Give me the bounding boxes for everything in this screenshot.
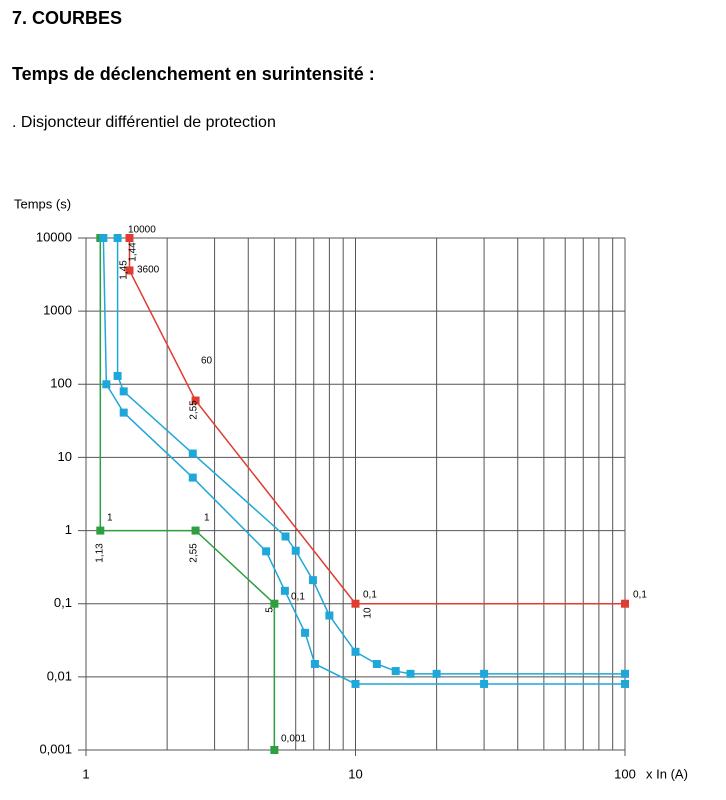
point (191, 526, 200, 535)
annotation: 1,44 (128, 242, 139, 262)
point (119, 387, 128, 396)
point (480, 669, 489, 678)
point (125, 234, 134, 242)
caption: . Disjoncteur différentiel de protection (12, 114, 276, 131)
y-axis-label: Temps (s) (14, 196, 71, 211)
annotation: 0,001 (281, 734, 306, 745)
point (406, 669, 415, 678)
point (102, 380, 111, 389)
y-tick-label: 10 (58, 449, 72, 464)
point (113, 371, 122, 380)
point (191, 396, 200, 405)
point (351, 599, 360, 608)
point (351, 647, 360, 656)
y-tick-label: 0,001 (39, 741, 72, 756)
curve (128, 238, 625, 605)
y-tick-label: 10000 (36, 229, 72, 244)
x-tick-label: 100 (614, 766, 636, 781)
point (270, 599, 279, 608)
y-tick-label: 0,01 (47, 668, 72, 683)
annotation: 0,1 (291, 592, 305, 603)
x-tick-label: 10 (348, 766, 362, 781)
point (432, 669, 441, 678)
annotation: 3600 (137, 265, 160, 276)
point (621, 679, 629, 688)
annotation: 0,1 (633, 590, 647, 601)
y-tick-label: 1 (65, 522, 72, 537)
point (262, 547, 271, 556)
annotation: 1,13 (95, 543, 106, 563)
point (113, 234, 122, 242)
point (270, 746, 279, 754)
y-tick-label: 0,1 (54, 595, 72, 610)
point (188, 449, 197, 458)
point (621, 669, 629, 678)
point (119, 408, 128, 417)
point (280, 586, 289, 595)
section-title: 7. COURBES (12, 8, 123, 28)
point (188, 473, 197, 482)
annotation: 2,55 (189, 543, 200, 563)
annotation: 10 (363, 607, 374, 619)
annotation: 5 (265, 607, 276, 613)
x-tick-label: 1 (82, 766, 89, 781)
y-tick-label: 1000 (43, 303, 72, 318)
x-axis-label: x In (A) (646, 766, 688, 781)
point (96, 526, 105, 535)
point (291, 546, 300, 555)
annotation: 10000 (128, 225, 156, 236)
annotation: 1 (204, 513, 210, 524)
point (372, 659, 381, 668)
y-tick-label: 100 (50, 376, 72, 391)
point (281, 532, 290, 541)
subtitle: Temps de déclenchement en surintensité : (12, 64, 375, 84)
annotation: 1 (107, 513, 113, 524)
annotation: 2,55 (189, 400, 200, 420)
point (310, 659, 319, 668)
point (480, 679, 489, 688)
point (391, 667, 400, 676)
point (301, 628, 310, 637)
point (99, 234, 108, 242)
point (125, 266, 134, 275)
point (308, 576, 317, 585)
annotation: 60 (201, 356, 213, 367)
point (351, 679, 360, 688)
annotation: 1,45 (119, 260, 130, 280)
point (325, 611, 334, 620)
annotation: 0,1 (363, 590, 377, 601)
point (621, 599, 629, 608)
